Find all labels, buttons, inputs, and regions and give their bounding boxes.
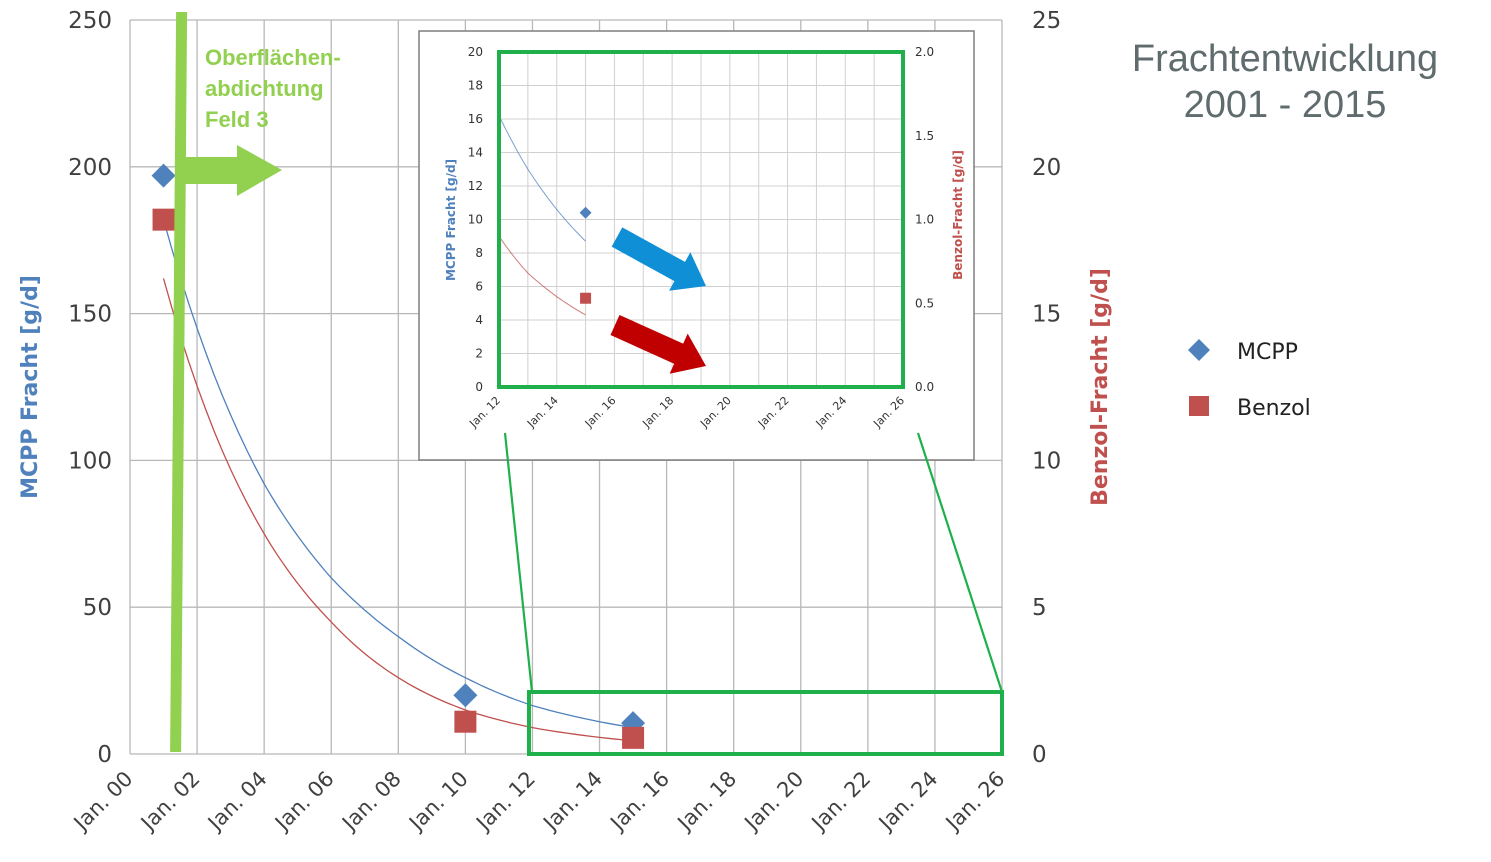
main-y2-tick-label: 10 (1032, 448, 1061, 474)
inset-y-tick-label: 18 (468, 79, 483, 93)
inset-y-tick-label: 4 (475, 313, 483, 327)
inset-y-tick-label: 20 (468, 45, 483, 59)
inset-y-axis-title: MCPP Fracht [g/d] (444, 159, 458, 281)
inset-y2-tick-label: 0.5 (915, 296, 934, 310)
inset-y-tick-label: 8 (475, 246, 483, 260)
main-y-axis-title: MCPP Fracht [g/d] (18, 275, 43, 499)
main-x-tick-label: Jan. 24 (873, 767, 943, 837)
main-point-mcpp (151, 163, 176, 188)
main-x-tick-label: Jan. 00 (68, 767, 138, 837)
inset-y2-tick-label: 0.0 (915, 380, 934, 394)
event-vertical-line (170, 11, 188, 753)
slide-title: Frachtentwicklung 2001 - 2015 (1080, 36, 1490, 128)
inset-y2-tick-label: 2.0 (915, 45, 934, 59)
main-y2-tick-label: 15 (1032, 302, 1061, 328)
trend-down-arrow-red-icon (610, 314, 706, 374)
inset-trendline-mcpp (498, 115, 586, 242)
main-point-benzol (152, 208, 175, 231)
main-x-tick-label: Jan. 02 (135, 767, 205, 837)
main-x-tick-label: Jan. 20 (739, 767, 809, 837)
legend: MCPP Benzol (1188, 339, 1311, 421)
main-y-tick-label: 150 (68, 302, 112, 328)
inset-y-tick-label: 6 (475, 280, 483, 294)
legend-marker-mcpp (1188, 339, 1210, 361)
main-x-tick-label: Jan. 10 (403, 767, 473, 837)
inset-y-tick-label: 10 (468, 213, 483, 227)
main-x-tick-label: Jan. 12 (470, 767, 540, 837)
main-y2-tick-label: 25 (1032, 8, 1061, 34)
trend-down-arrow-red-icon-shape (610, 314, 706, 374)
inset-y-tick-label: 14 (468, 146, 483, 160)
main-x-tick-label: Jan. 04 (202, 767, 272, 837)
main-x-tick-label: Jan. 26 (940, 767, 1010, 837)
inset-point-benzol (580, 292, 592, 304)
main-y2-tick-label: 0 (1032, 742, 1047, 768)
main-trendline-benzol (162, 278, 634, 742)
inset-y-tick-label: 12 (468, 179, 483, 193)
main-x-tick-label: Jan. 14 (537, 767, 607, 837)
main-y-tick-label: 0 (97, 742, 112, 768)
inset-y-tick-label: 2 (475, 347, 483, 361)
title-line-2: 2001 - 2015 (1183, 84, 1387, 126)
main-y-tick-label: 100 (68, 448, 112, 474)
main-highlight-box (527, 690, 1004, 756)
inset-y-tick-label: 0 (475, 380, 483, 394)
inset-y2-axis-title: Benzol-Fracht [g/d] (951, 150, 965, 280)
trend-down-arrow-blue-icon (611, 227, 706, 291)
inset-frame (418, 30, 975, 461)
main-trendline-mcpp (162, 219, 634, 729)
main-y-tick-label: 200 (68, 155, 112, 181)
inset-highlight-box (497, 50, 905, 389)
inset-y2-tick-label: 1.5 (915, 129, 934, 143)
zoom-connector-left (503, 432, 534, 693)
annotation-line-1: Oberflächen- (205, 45, 341, 70)
legend-label-benzol: Benzol (1237, 396, 1311, 421)
zoom-connector-right (916, 432, 1004, 693)
main-x-tick-label: Jan. 18 (672, 767, 742, 837)
legend-label-mcpp: MCPP (1237, 340, 1298, 365)
annotation-line-2: abdichtung (205, 76, 324, 101)
main-x-tick-label: Jan. 22 (806, 767, 876, 837)
annotation-line-3: Feld 3 (205, 107, 269, 132)
inset-trendline-benzol (498, 236, 586, 316)
main-x-tick-label: Jan. 08 (336, 767, 406, 837)
title-line-1: Frachtentwicklung (1131, 38, 1439, 80)
inset-y-tick-label: 16 (468, 112, 483, 126)
main-y-tick-label: 250 (68, 8, 112, 34)
main-x-tick-label: Jan. 16 (605, 767, 675, 837)
main-point-benzol (622, 726, 645, 749)
main-point-mcpp (453, 683, 478, 708)
legend-marker-benzol (1189, 396, 1209, 416)
main-y-tick-label: 50 (83, 595, 112, 621)
inset-point-mcpp (579, 206, 592, 219)
main-y2-axis-title: Benzol-Fracht [g/d] (1088, 268, 1113, 506)
event-arrow-icon (180, 145, 282, 196)
inset-y2-tick-label: 1.0 (915, 213, 934, 227)
main-y2-tick-label: 5 (1032, 595, 1047, 621)
main-y2-tick-label: 20 (1032, 155, 1061, 181)
trend-down-arrow-blue-icon-shape (611, 227, 706, 291)
main-point-benzol (454, 710, 477, 733)
main-x-tick-label: Jan. 06 (269, 767, 339, 837)
